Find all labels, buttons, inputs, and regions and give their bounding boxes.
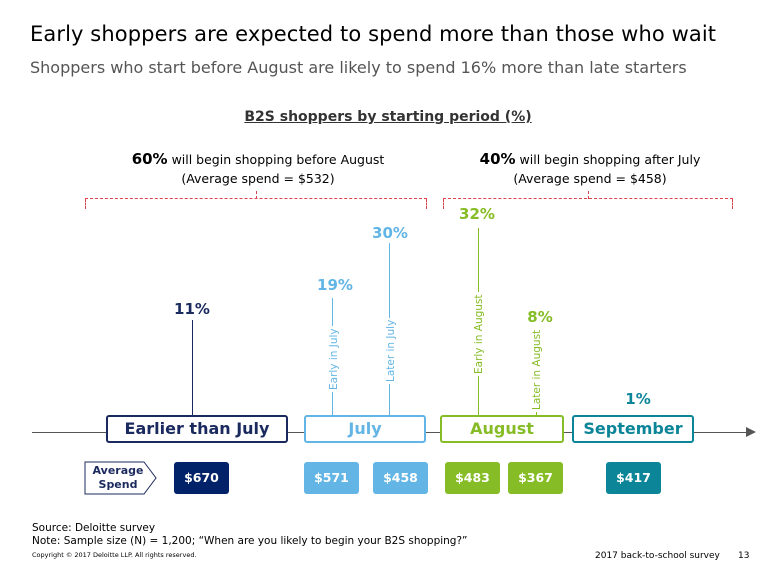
- group-avg-spend: (Average spend = $458): [513, 171, 667, 186]
- survey-name: 2017 back-to-school survey: [595, 551, 720, 561]
- group-avg-spend: (Average spend = $532): [181, 171, 335, 186]
- group-pct: 40%: [479, 150, 516, 168]
- average-spend-arrow-icon: [84, 461, 157, 495]
- segment-vlabel: Later in August: [531, 327, 543, 412]
- spend-early-august: $483: [445, 462, 500, 494]
- bracket-after-july: [443, 191, 733, 209]
- segment-pct-label: 32%: [459, 205, 495, 223]
- segment-vlabel: Early in August: [473, 292, 485, 376]
- segment-pct-label: 30%: [372, 224, 408, 242]
- chart-title: B2S shoppers by starting period (%): [244, 109, 532, 125]
- segment-vlabel: Later in July: [385, 317, 397, 384]
- period-july: July: [304, 415, 426, 443]
- segment-pct-label: 1%: [625, 390, 651, 408]
- spend-later-august: $367: [508, 462, 563, 494]
- timeline-arrow-icon: [746, 427, 756, 437]
- average-spend-label: Average Spend: [92, 464, 144, 491]
- page-title: Early shoppers are expected to spend mor…: [30, 22, 717, 46]
- spend-earlier-than-july: $670: [174, 462, 229, 494]
- spend-later-july: $458: [373, 462, 428, 494]
- segment-pct-label: 11%: [174, 300, 210, 318]
- note-text: Note: Sample size (N) = 1,200; “When are…: [32, 535, 468, 547]
- page-number: 13: [738, 551, 750, 561]
- spend-early-july: $571: [304, 462, 359, 494]
- footer-source: Source: Deloitte survey Note: Sample siz…: [32, 522, 467, 548]
- page-subtitle: Shoppers who start before August are lik…: [30, 58, 687, 77]
- source-text: Source: Deloitte survey: [32, 522, 156, 534]
- spend-september: $417: [606, 462, 661, 494]
- segment-pct-label: 8%: [527, 308, 553, 326]
- group-text: will begin shopping before August: [167, 152, 385, 167]
- period-earlier-than-july: Earlier than July: [106, 415, 288, 443]
- segment-pct-label: 19%: [317, 276, 353, 294]
- period-september: September: [572, 415, 694, 443]
- bracket-before-august: [85, 191, 427, 209]
- group-before-august: 60% will begin shopping before August (A…: [108, 150, 408, 188]
- group-pct: 60%: [131, 150, 168, 168]
- copyright: Copyright © 2017 Deloitte LLP. All right…: [32, 551, 197, 559]
- segment-line: [192, 320, 193, 415]
- segment-vlabel: Early in July: [328, 326, 340, 392]
- group-text: will begin shopping after July: [515, 152, 701, 167]
- group-after-july: 40% will begin shopping after July (Aver…: [440, 150, 740, 188]
- period-august: August: [440, 415, 564, 443]
